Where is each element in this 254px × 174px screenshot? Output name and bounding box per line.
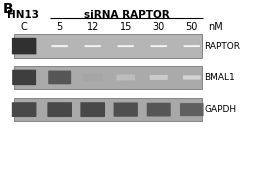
- Text: C: C: [21, 22, 27, 32]
- FancyBboxPatch shape: [118, 45, 134, 47]
- FancyBboxPatch shape: [150, 75, 168, 80]
- FancyBboxPatch shape: [85, 45, 101, 47]
- FancyBboxPatch shape: [81, 102, 105, 117]
- FancyBboxPatch shape: [114, 102, 138, 117]
- Text: siRNA RAPTOR: siRNA RAPTOR: [84, 10, 170, 19]
- Text: 5: 5: [57, 22, 63, 32]
- Bar: [14, 98, 202, 121]
- FancyBboxPatch shape: [180, 103, 203, 116]
- Text: BMAL1: BMAL1: [204, 73, 235, 82]
- FancyBboxPatch shape: [151, 45, 167, 47]
- FancyBboxPatch shape: [116, 74, 135, 80]
- Text: HN13: HN13: [7, 10, 39, 19]
- Text: B: B: [3, 2, 13, 16]
- Text: 12: 12: [87, 22, 99, 32]
- FancyBboxPatch shape: [47, 102, 72, 117]
- Text: 50: 50: [186, 22, 198, 32]
- Text: RAPTOR: RAPTOR: [204, 42, 241, 51]
- Text: nM: nM: [208, 22, 223, 32]
- Text: 30: 30: [153, 22, 165, 32]
- Text: 15: 15: [120, 22, 132, 32]
- FancyBboxPatch shape: [48, 71, 71, 84]
- Bar: [14, 34, 202, 58]
- Text: GAPDH: GAPDH: [204, 105, 236, 114]
- FancyBboxPatch shape: [184, 45, 200, 47]
- Bar: [14, 66, 202, 89]
- FancyBboxPatch shape: [12, 102, 36, 117]
- FancyBboxPatch shape: [147, 103, 171, 116]
- FancyBboxPatch shape: [51, 45, 68, 47]
- FancyBboxPatch shape: [83, 74, 103, 81]
- FancyBboxPatch shape: [12, 38, 36, 54]
- FancyBboxPatch shape: [12, 70, 36, 85]
- FancyBboxPatch shape: [183, 75, 201, 80]
